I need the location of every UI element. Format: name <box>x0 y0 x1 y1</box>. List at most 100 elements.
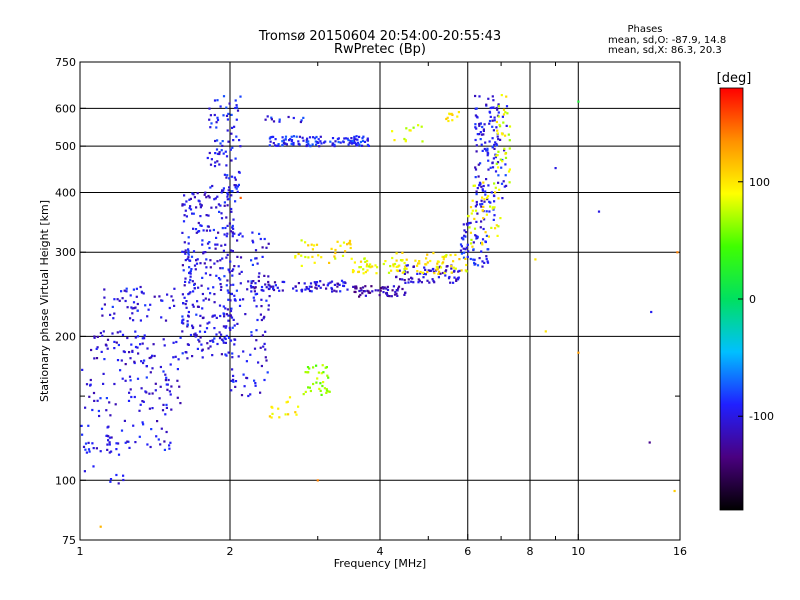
data-point <box>163 440 166 443</box>
data-point <box>189 205 192 208</box>
data-point <box>130 395 133 399</box>
data-point <box>183 194 186 197</box>
data-point <box>482 217 485 220</box>
data-point <box>231 146 234 149</box>
data-point <box>300 239 303 242</box>
data-point <box>339 290 342 293</box>
data-point <box>88 395 91 398</box>
data-point <box>308 367 311 370</box>
data-point <box>134 336 137 339</box>
data-point <box>481 260 484 263</box>
data-point <box>201 276 204 279</box>
data-point <box>102 372 105 375</box>
data-point <box>134 306 137 309</box>
data-point <box>313 261 316 264</box>
data-point <box>197 286 200 289</box>
data-point <box>138 435 141 438</box>
data-point <box>439 272 442 275</box>
data-point <box>187 343 190 346</box>
phase-box-line-x: mean, sd,X: 86.3, 20.3 <box>608 45 722 56</box>
data-point <box>650 310 653 314</box>
data-point <box>324 366 327 369</box>
data-point <box>405 267 408 270</box>
data-point <box>496 135 499 138</box>
data-point <box>321 364 324 367</box>
data-point <box>109 480 112 483</box>
data-point <box>256 318 259 322</box>
data-point <box>348 141 351 145</box>
data-point <box>223 173 226 176</box>
data-point <box>206 322 209 325</box>
data-point <box>501 160 504 163</box>
data-point <box>418 260 421 263</box>
data-point <box>140 387 143 390</box>
phase-box-title: Phases <box>627 24 662 35</box>
data-point <box>131 349 134 352</box>
data-point <box>314 286 317 289</box>
data-point <box>232 378 235 381</box>
data-point <box>458 258 461 261</box>
data-point <box>473 217 476 220</box>
data-point <box>325 391 328 394</box>
data-point <box>450 112 453 115</box>
data-point <box>208 118 211 121</box>
data-point <box>214 152 217 155</box>
data-point <box>212 286 215 289</box>
data-point <box>96 335 99 338</box>
data-point <box>212 340 215 343</box>
data-point <box>222 325 225 328</box>
data-point <box>500 182 504 185</box>
data-point <box>135 287 138 290</box>
data-point <box>304 255 307 259</box>
data-point <box>299 120 302 124</box>
data-point <box>108 451 111 454</box>
data-point <box>192 193 195 196</box>
data-point <box>226 279 229 282</box>
data-point <box>168 390 171 393</box>
data-point <box>489 205 492 208</box>
data-point <box>326 374 329 377</box>
data-point <box>494 191 497 194</box>
data-point <box>482 227 485 231</box>
data-point <box>188 292 191 295</box>
data-point <box>325 389 329 392</box>
data-point <box>199 206 202 209</box>
data-point <box>418 279 421 282</box>
data-point <box>433 281 436 284</box>
x-tick-label: 6 <box>464 545 471 558</box>
data-point <box>474 114 477 117</box>
data-point <box>233 232 236 235</box>
data-point <box>391 130 394 133</box>
data-point <box>475 190 478 193</box>
data-point <box>382 291 385 294</box>
data-point <box>292 287 295 290</box>
data-point <box>315 135 318 139</box>
data-point <box>497 115 500 118</box>
data-point <box>505 184 508 187</box>
data-point <box>129 294 132 297</box>
data-point <box>492 157 495 160</box>
data-point <box>237 355 240 358</box>
data-point <box>378 294 381 297</box>
data-point <box>163 448 166 451</box>
data-point <box>157 438 160 441</box>
data-point <box>139 285 142 289</box>
data-point <box>191 280 194 283</box>
data-point <box>322 381 325 384</box>
data-point <box>477 163 480 166</box>
data-point <box>327 282 330 285</box>
data-point <box>371 290 374 293</box>
data-point <box>81 368 84 371</box>
x-axis-label: Frequency [MHz] <box>334 557 426 570</box>
data-point <box>421 271 424 274</box>
data-point <box>432 252 435 255</box>
data-point <box>200 284 203 287</box>
data-point <box>508 125 512 128</box>
data-point <box>117 343 120 347</box>
data-point <box>229 309 233 313</box>
data-point <box>216 116 219 119</box>
data-point <box>150 356 153 359</box>
data-point <box>264 356 267 359</box>
data-point <box>443 255 446 259</box>
data-point <box>263 315 266 318</box>
